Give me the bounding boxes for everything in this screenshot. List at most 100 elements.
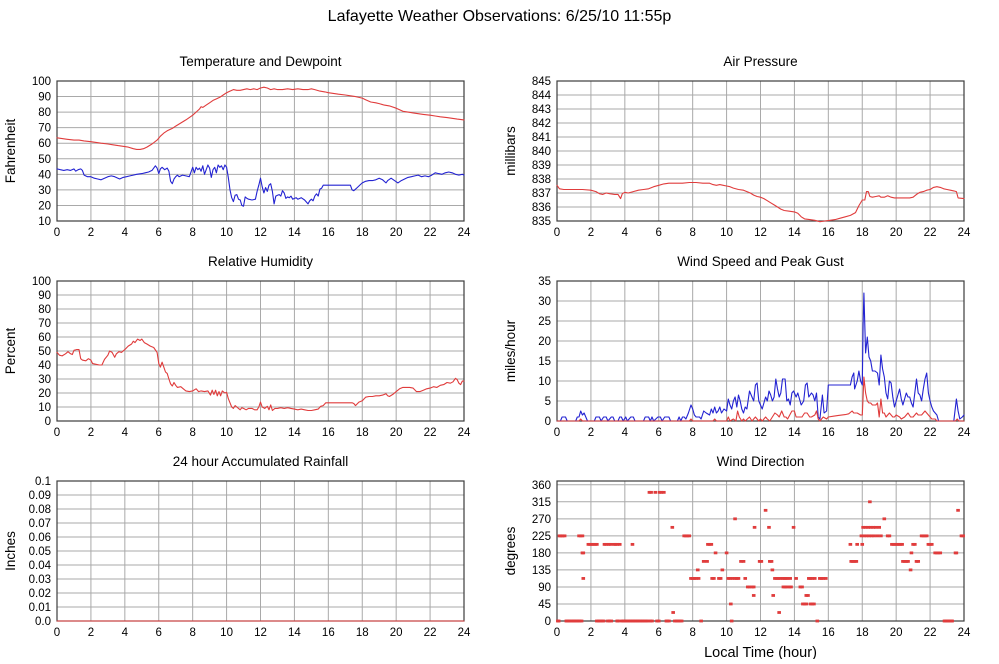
svg-text:0.04: 0.04 [29,560,52,572]
svg-text:841: 841 [532,132,551,144]
svg-text:20: 20 [38,388,51,400]
svg-text:24: 24 [958,627,971,639]
svg-text:0: 0 [54,627,60,639]
svg-text:0.1: 0.1 [35,476,51,488]
svg-text:10: 10 [38,402,51,414]
svg-text:20: 20 [390,227,403,239]
svg-text:12: 12 [254,627,267,639]
svg-text:18: 18 [856,427,869,439]
svg-text:0.09: 0.09 [29,490,51,502]
svg-text:24: 24 [458,627,471,639]
svg-text:135: 135 [532,565,551,577]
svg-text:835: 835 [532,216,551,228]
svg-text:Local Time (hour): Local Time (hour) [704,645,817,659]
svg-text:16: 16 [822,427,835,439]
svg-text:30: 30 [538,296,551,308]
chart-wind-direction: 0 2 4 6 8 10 12 14 16 18 20 22 24 0 45 90 135 180 225 270 31… [500,450,990,664]
chart-air-pressure: 0 2 4 6 8 10 12 14 16 18 20 22 24 835 836 837 838 839 840 8… [500,50,990,255]
svg-text:14: 14 [788,427,801,439]
svg-text:40: 40 [38,169,51,181]
svg-text:844: 844 [532,90,552,102]
svg-text:2: 2 [588,427,594,439]
svg-text:20: 20 [890,627,903,639]
svg-text:18: 18 [856,227,869,239]
svg-text:2: 2 [588,227,594,239]
svg-text:2: 2 [88,627,94,639]
svg-text:8: 8 [689,227,695,239]
svg-text:0: 0 [545,416,551,428]
air-pressure-plot: 0 2 4 6 8 10 12 14 16 18 20 22 248358368378388398408… [503,54,971,239]
svg-text:70: 70 [38,123,51,135]
svg-text:22: 22 [424,427,437,439]
svg-text:20: 20 [890,427,903,439]
svg-text:24: 24 [458,427,471,439]
svg-text:100: 100 [32,276,51,288]
svg-text:0: 0 [45,416,51,428]
chart-temperature-dewpoint: 0 2 4 6 8 10 12 14 16 18 20 22 24 10 20 30 40 50 60 70 80 90 1… [0,50,490,255]
svg-text:45: 45 [538,599,551,611]
svg-text:842: 842 [532,118,551,130]
svg-text:6: 6 [656,427,662,439]
svg-text:8: 8 [189,627,195,639]
svg-text:60: 60 [38,138,51,150]
svg-text:30: 30 [38,185,51,197]
svg-text:0.03: 0.03 [29,574,51,586]
page-title: Lafayette Weather Observations: 6/25/10 … [327,8,672,25]
svg-text:12: 12 [254,227,267,239]
svg-text:0: 0 [554,227,560,239]
svg-text:0: 0 [554,627,560,639]
svg-text:4: 4 [122,627,129,639]
svg-text:5: 5 [545,396,551,408]
svg-text:12: 12 [754,427,767,439]
svg-text:50: 50 [38,154,51,166]
svg-text:6: 6 [156,427,162,439]
svg-text:24: 24 [958,227,971,239]
chart-wind-speed-gust: 0 2 4 6 8 10 12 14 16 18 20 22 24 0 5 10 15 20 25 30 35 Wind … [500,250,990,455]
accumulated-rainfall-plot: 0 2 4 6 8 10 12 14 16 18 20 22 240.00.010.020.030.04… [3,454,471,639]
svg-text:90: 90 [38,92,51,104]
svg-text:35: 35 [538,276,551,288]
svg-text:0.0: 0.0 [35,616,51,628]
svg-text:18: 18 [356,627,369,639]
svg-text:80: 80 [38,107,51,119]
svg-text:10: 10 [720,427,733,439]
svg-text:6: 6 [156,627,162,639]
svg-text:0: 0 [54,427,60,439]
chart-relative-humidity: 0 2 4 6 8 10 12 14 16 18 20 22 24 0 10 20 30 40 50 60 70 80 90… [0,250,490,455]
svg-text:10: 10 [220,627,233,639]
svg-text:18: 18 [356,427,369,439]
svg-text:2: 2 [588,627,594,639]
svg-text:20: 20 [390,427,403,439]
svg-text:20: 20 [390,627,403,639]
wind-direction-plot: 0 2 4 6 8 10 12 14 16 18 20 22 240459013518022527031… [503,454,971,661]
svg-text:836: 836 [532,202,551,214]
svg-text:0.07: 0.07 [29,518,51,530]
svg-text:70: 70 [38,318,51,330]
svg-text:24 hour Accumulated Rainfall: 24 hour Accumulated Rainfall [173,454,349,469]
svg-text:4: 4 [622,627,629,639]
svg-text:0: 0 [545,616,551,628]
svg-text:845: 845 [532,76,551,88]
svg-text:80: 80 [38,304,51,316]
svg-text:14: 14 [288,427,301,439]
svg-text:315: 315 [532,497,551,509]
svg-text:0.08: 0.08 [29,504,51,516]
svg-text:15: 15 [538,356,551,368]
svg-text:837: 837 [532,188,551,200]
svg-text:8: 8 [689,427,695,439]
svg-text:8: 8 [189,227,195,239]
svg-text:22: 22 [924,427,937,439]
svg-text:0.02: 0.02 [29,588,51,600]
svg-text:60: 60 [38,332,51,344]
svg-text:843: 843 [532,104,551,116]
svg-text:40: 40 [38,360,51,372]
svg-text:4: 4 [122,427,129,439]
svg-text:18: 18 [856,627,869,639]
svg-text:4: 4 [622,227,629,239]
svg-text:12: 12 [754,627,767,639]
svg-text:Air Pressure: Air Pressure [723,54,797,69]
svg-text:840: 840 [532,146,551,158]
svg-text:6: 6 [656,227,662,239]
relative-humidity-plot: 0 2 4 6 8 10 12 14 16 18 20 22 240102030405060708090… [3,254,471,439]
